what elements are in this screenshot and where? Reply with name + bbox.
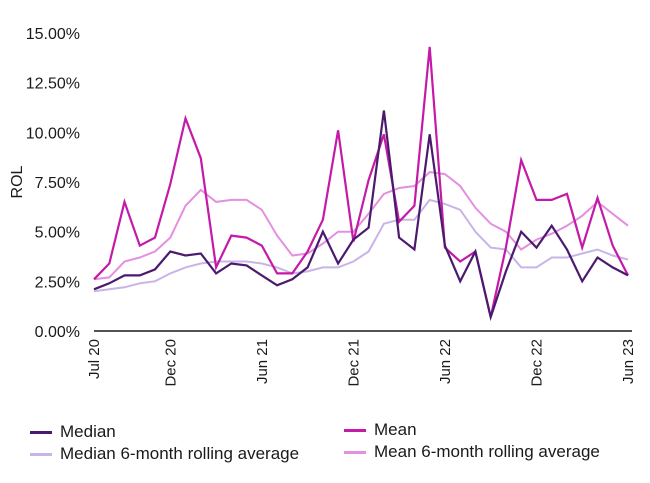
x-tick-label: Dec 22 xyxy=(528,339,545,387)
x-tick-label: Jul 20 xyxy=(86,339,103,379)
y-tick-label: 15.00% xyxy=(26,26,80,43)
x-axis-ticks: Jul 20 Dec 20 Jun 21 Dec 21 Jun 22 Dec 22 Jun … xyxy=(86,339,637,387)
x-tick-label: Jun 22 xyxy=(437,339,454,384)
y-tick-label: 2.50% xyxy=(35,274,80,291)
legend-item-median: Median xyxy=(30,422,116,442)
legend-swatch-mean xyxy=(344,428,366,432)
series-line-mean-6-month-rolling-average xyxy=(93,171,629,281)
x-tick-label: Dec 20 xyxy=(162,339,179,387)
series-lines xyxy=(93,46,629,322)
x-tick-label: Jun 23 xyxy=(620,339,637,384)
legend-label-median: Median xyxy=(60,422,116,441)
legend-item-mean-rolling: Mean 6-month rolling average xyxy=(344,442,600,462)
legend-label-median-rolling: Median 6-month rolling average xyxy=(60,444,300,463)
line-chart: 0.00% 2.50% 5.00% 7.50% 10.00% 12.50% 15.00% R… xyxy=(9,26,637,387)
legend-swatch-mean-rolling xyxy=(344,450,366,454)
y-axis-title: ROL xyxy=(9,165,26,198)
legend-label-mean-rolling: Mean 6-month rolling average xyxy=(374,442,600,461)
legend-swatch-median-rolling xyxy=(30,452,52,456)
y-tick-label: 7.50% xyxy=(35,175,80,192)
x-tick-label: Jun 21 xyxy=(254,339,271,384)
y-tick-label: 0.00% xyxy=(35,324,80,341)
legend: Median Mean Median 6-month rolling avera… xyxy=(30,420,645,480)
series-line-median xyxy=(93,110,629,322)
legend-label-mean: Mean xyxy=(374,420,417,439)
series-line-mean xyxy=(93,46,629,318)
legend-item-median-rolling: Median 6-month rolling average xyxy=(30,444,299,464)
series-line-median-6-month-rolling-average xyxy=(93,198,629,293)
x-tick-label: Dec 21 xyxy=(345,339,362,387)
legend-swatch-median xyxy=(30,430,52,434)
y-tick-label: 10.00% xyxy=(26,125,80,142)
y-tick-label: 5.00% xyxy=(35,225,80,242)
y-tick-label: 12.50% xyxy=(26,76,80,93)
y-axis-ticks: 0.00% 2.50% 5.00% 7.50% 10.00% 12.50% 15.00% xyxy=(26,26,80,341)
legend-item-mean: Mean xyxy=(344,420,417,440)
